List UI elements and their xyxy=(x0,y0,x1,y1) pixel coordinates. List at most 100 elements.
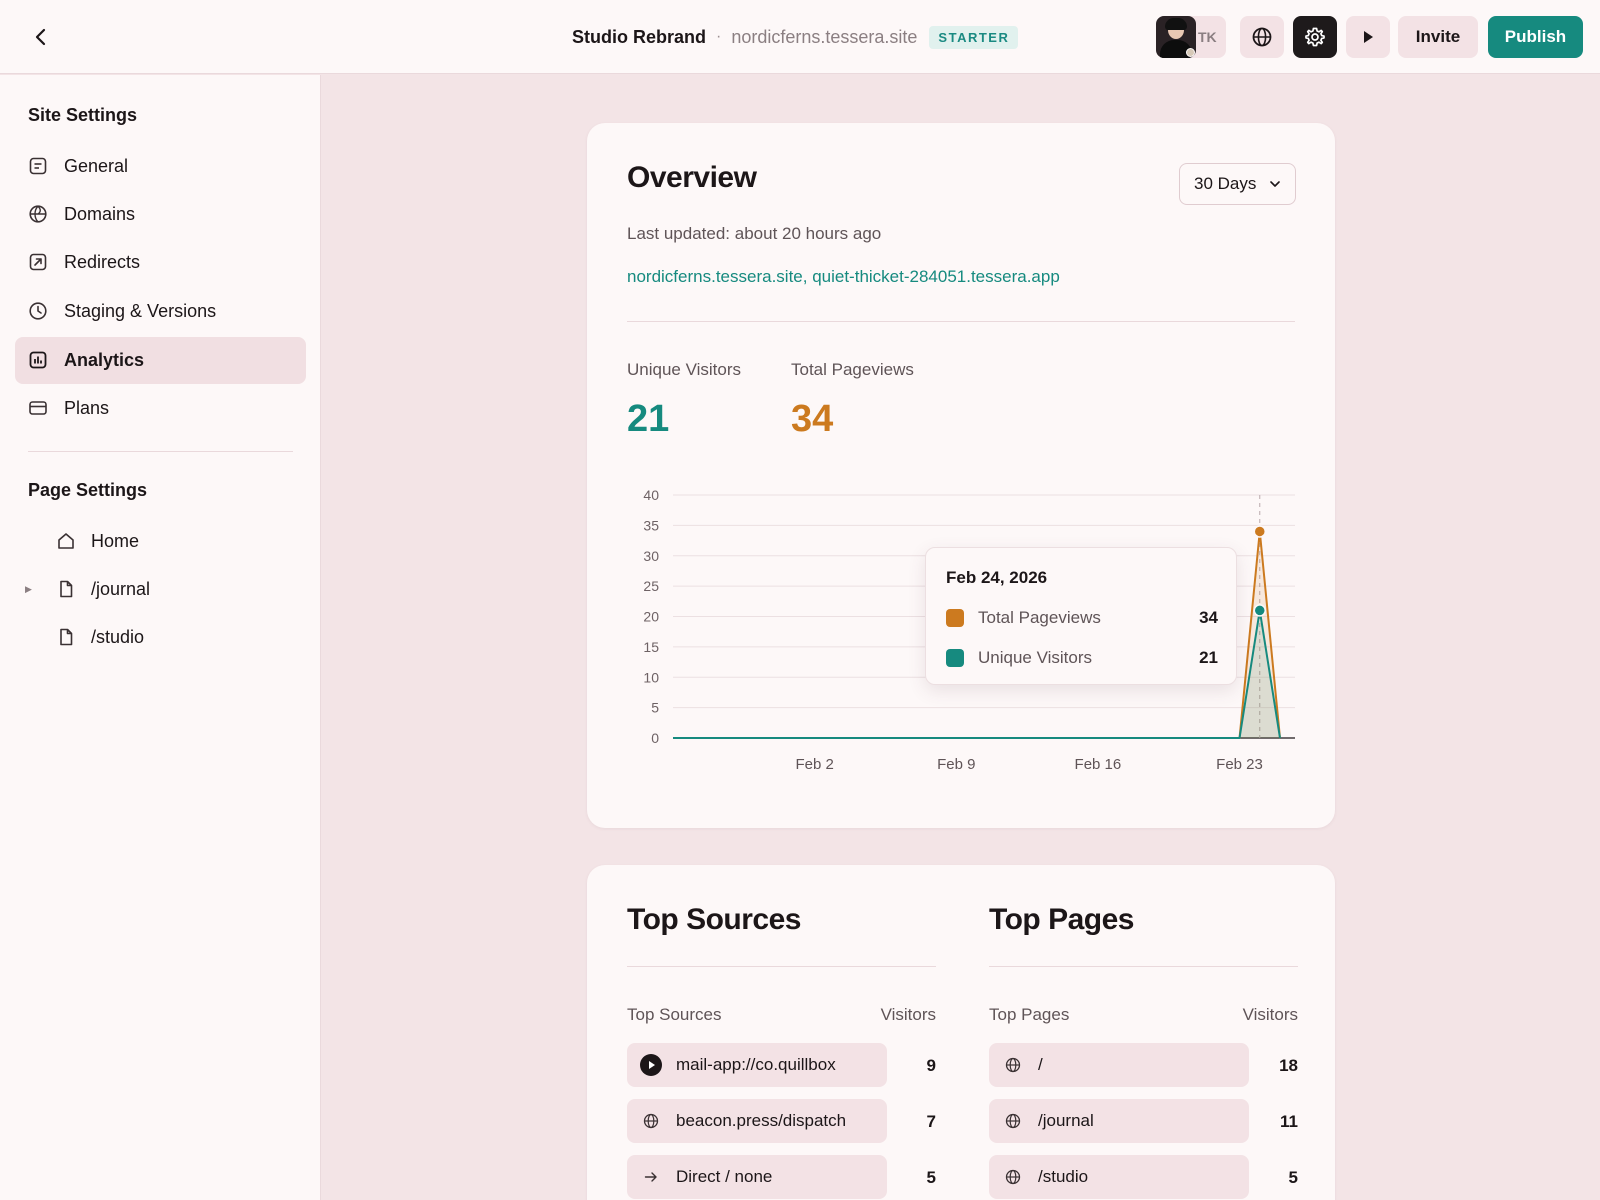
row-count: 7 xyxy=(926,1112,936,1131)
table-row: beacon.press/dispatch 7 xyxy=(627,1099,936,1143)
column-header: Visitors xyxy=(880,1005,936,1024)
page-item-journal[interactable]: ▶ /journal xyxy=(15,566,306,612)
y-tick-label: 15 xyxy=(643,639,659,655)
row-label: beacon.press/dispatch xyxy=(676,1111,847,1130)
page-item-home[interactable]: Home xyxy=(15,518,306,564)
credit-card-icon xyxy=(28,398,48,418)
project-title-group: Studio Rebrand · nordicferns.tessera.sit… xyxy=(572,24,1019,50)
sidebar-item-label: Domains xyxy=(64,204,136,224)
page-link[interactable]: /journal xyxy=(989,1099,1249,1143)
page-item-studio[interactable]: /studio xyxy=(15,614,306,660)
section-divider xyxy=(989,966,1298,967)
x-tick-label: Feb 2 xyxy=(795,756,833,773)
y-tick-label: 25 xyxy=(643,578,659,594)
data-point xyxy=(1253,604,1267,617)
y-tick-label: 35 xyxy=(643,517,659,533)
row-label: / xyxy=(1038,1055,1043,1074)
sidebar-item-domains[interactable]: Domains xyxy=(15,191,306,238)
sidebar-item-analytics[interactable]: Analytics xyxy=(15,337,306,384)
series-line xyxy=(673,609,1281,739)
sidebar-item-plans[interactable]: Plans xyxy=(15,385,306,432)
preview-button[interactable] xyxy=(1346,16,1390,58)
site-domains-link[interactable]: nordicferns.tessera.site, quiet-thicket-… xyxy=(627,267,1060,286)
top-bar: Studio Rebrand · nordicferns.tessera.sit… xyxy=(0,0,1600,74)
settings-button[interactable] xyxy=(1293,16,1337,58)
home-icon xyxy=(56,531,76,551)
row-count: 9 xyxy=(926,1056,936,1075)
sidebar-item-staging-versions[interactable]: Staging & Versions xyxy=(15,288,306,335)
y-tick-label: 5 xyxy=(651,700,659,716)
tooltip-swatch xyxy=(946,609,964,627)
tooltip-swatch xyxy=(946,649,964,667)
expand-caret-icon[interactable]: ▶ xyxy=(25,584,32,594)
sidebar-item-label: Analytics xyxy=(64,350,145,370)
project-name: Studio Rebrand xyxy=(572,26,706,47)
page-link[interactable]: / xyxy=(989,1043,1249,1087)
date-range-select[interactable]: 30 Days xyxy=(1179,163,1296,205)
page-link[interactable]: /studio xyxy=(989,1155,1249,1199)
data-point xyxy=(1253,525,1267,538)
source-link[interactable]: mail-app://co.quillbox xyxy=(627,1043,887,1087)
chevron-left-icon xyxy=(35,28,46,46)
language-button[interactable] xyxy=(1240,16,1284,58)
page-item-label: /studio xyxy=(91,626,145,647)
row-count: 5 xyxy=(1288,1168,1298,1187)
y-tick-label: 0 xyxy=(651,730,659,746)
back-button[interactable] xyxy=(26,22,56,52)
globe-icon xyxy=(1252,27,1272,47)
x-tick-label: Feb 16 xyxy=(1075,756,1122,773)
overview-divider xyxy=(627,321,1295,322)
gear-icon xyxy=(1305,27,1325,47)
globe-icon xyxy=(1002,1166,1024,1188)
table-row: mail-app://co.quillbox 9 xyxy=(627,1043,936,1087)
section-divider xyxy=(627,966,936,967)
pageviews-label: Total Pageviews xyxy=(791,360,914,379)
date-range-value: 30 Days xyxy=(1194,174,1257,193)
y-tick-label: 30 xyxy=(643,548,659,564)
collaborator-avatar[interactable]: TK xyxy=(1156,16,1226,58)
chart-tooltip: Feb 24, 2026 Total Pageviews 34 Unique V… xyxy=(925,547,1237,685)
row-count: 5 xyxy=(926,1168,936,1187)
play-circle-icon xyxy=(640,1054,662,1076)
unique-visitors-label: Unique Visitors xyxy=(627,360,742,379)
y-tick-label: 20 xyxy=(643,609,659,625)
table-row: / 18 xyxy=(989,1043,1298,1087)
redirect-arrow-icon xyxy=(28,252,48,272)
sidebar-item-general[interactable]: General xyxy=(15,143,306,190)
tooltip-value: 34 xyxy=(1199,608,1218,627)
globe-icon xyxy=(28,204,48,224)
file-icon xyxy=(56,627,76,647)
x-tick-label: Feb 9 xyxy=(937,756,975,773)
column-header: Visitors xyxy=(1242,1005,1298,1024)
avatar-photo xyxy=(1156,16,1196,58)
x-tick-label: Feb 23 xyxy=(1216,756,1263,773)
sidebar-item-redirects[interactable]: Redirects xyxy=(15,239,306,286)
plan-badge: STARTER xyxy=(929,25,1019,49)
presence-dot xyxy=(1186,48,1195,57)
avatar-initials: TK xyxy=(1198,29,1217,45)
chevron-down-icon xyxy=(1270,181,1280,187)
invite-button[interactable]: Invite xyxy=(1398,16,1478,58)
overview-card: Overview 30 Days Last updated: about 20 … xyxy=(587,123,1335,828)
y-tick-label: 40 xyxy=(643,487,659,503)
top-sources-title: Top Sources xyxy=(627,903,801,936)
publish-button[interactable]: Publish xyxy=(1488,16,1583,58)
source-link[interactable]: beacon.press/dispatch xyxy=(627,1099,887,1143)
tooltip-date: Feb 24, 2026 xyxy=(946,568,1048,587)
sidebar-item-label: Plans xyxy=(64,398,110,418)
file-icon xyxy=(56,579,76,599)
site-domain: nordicferns.tessera.site xyxy=(731,26,918,47)
sidebar-item-label: Redirects xyxy=(64,252,141,272)
table-row: /journal 11 xyxy=(989,1099,1298,1143)
row-label: /journal xyxy=(1038,1111,1094,1130)
tooltip-value: 21 xyxy=(1199,648,1218,667)
arrow-right-icon xyxy=(640,1166,662,1188)
sidebar-item-label: Staging & Versions xyxy=(64,301,217,321)
row-count: 18 xyxy=(1279,1056,1298,1075)
top-pages-title: Top Pages xyxy=(989,903,1134,936)
page-item-label: /journal xyxy=(91,578,151,599)
source-link[interactable]: Direct / none xyxy=(627,1155,887,1199)
column-header: Top Sources xyxy=(627,1005,722,1024)
sidebar: Site Settings General Domains Redirects … xyxy=(0,75,321,1200)
pageviews-value: 34 xyxy=(791,398,834,440)
